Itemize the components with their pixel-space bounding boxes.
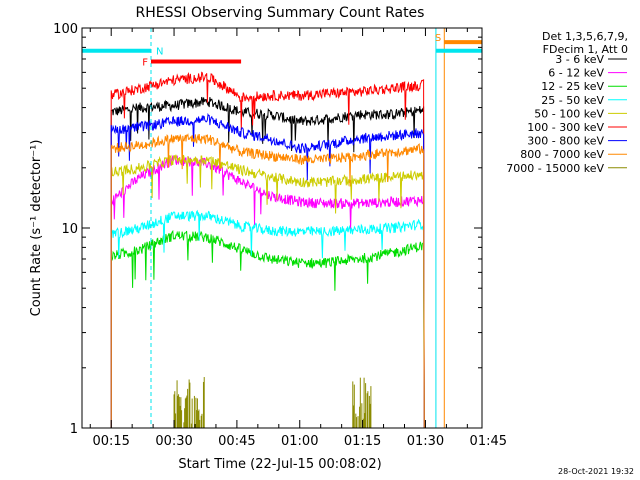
legend-entry-label: 50 - 100 keV <box>534 107 604 120</box>
plot-data <box>110 71 425 429</box>
series-line <box>110 133 425 429</box>
x-tick-label: 01:30 <box>407 434 444 449</box>
series-line <box>110 154 425 429</box>
legend-entry-label: 300 - 800 keV <box>527 135 604 148</box>
x-tick-label: 00:30 <box>155 434 192 449</box>
y-tick-label: 1 <box>70 422 78 437</box>
x-tick-label: 00:15 <box>92 434 129 449</box>
series-25-50-kev <box>110 209 425 429</box>
x-axis-label: Start Time (22-Jul-15 00:08:02) <box>178 457 381 472</box>
flare-label: F <box>142 57 148 68</box>
series-3-6-kev <box>110 96 425 429</box>
series-800-7000-kev <box>110 133 425 429</box>
legend-entry-label: 800 - 7000 keV <box>520 148 604 161</box>
saa-label: S <box>435 33 441 44</box>
series-line <box>110 112 425 429</box>
y-tick-label: 10 <box>61 222 78 237</box>
legend-entry-label: 25 - 50 keV <box>541 94 604 107</box>
legend-header-line: FDecim 1, Att 0 <box>543 43 628 56</box>
x-tick-label: 01:00 <box>281 434 318 449</box>
legend-entry-label: 7000 - 15000 keV <box>506 162 604 175</box>
timestamp: 28-Oct-2021 19:32 <box>558 467 634 476</box>
series-line <box>110 96 425 429</box>
series-50-100-kev <box>110 154 425 429</box>
legend-entry-label: 6 - 12 keV <box>548 67 604 80</box>
night-label: N <box>156 47 163 58</box>
series-line <box>110 209 425 429</box>
y-axis-label: Count Rate (s⁻¹ detector⁻¹) <box>29 140 44 317</box>
series-12-25-kev <box>110 229 425 429</box>
legend-header-line: Det 1,3,5,6,7,9, <box>542 30 628 43</box>
x-tick-label: 01:45 <box>470 434 507 449</box>
legend-entry-label: 12 - 25 keV <box>541 80 604 93</box>
series-line <box>110 229 425 429</box>
y-tick-label: 100 <box>53 22 78 37</box>
legend: Det 1,3,5,6,7,9,FDecim 1, Att 03 - 6 keV… <box>506 30 628 175</box>
series-line <box>110 71 425 429</box>
legend-entry-label: 100 - 300 keV <box>527 121 604 134</box>
legend-entry-label: 3 - 6 keV <box>555 53 604 66</box>
series-7000-15000-kev <box>173 377 372 428</box>
series-100-300-kev <box>110 71 425 429</box>
x-tick-label: 00:45 <box>218 434 255 449</box>
series-300-800-kev <box>110 112 425 429</box>
plot-axes: 1 10 100 00:15 00:30 00:45 01:00 01:15 01:30 01:4… <box>53 22 507 449</box>
x-tick-label: 01:15 <box>344 434 381 449</box>
chart-title: RHESSI Observing Summary Count Rates <box>136 5 425 21</box>
